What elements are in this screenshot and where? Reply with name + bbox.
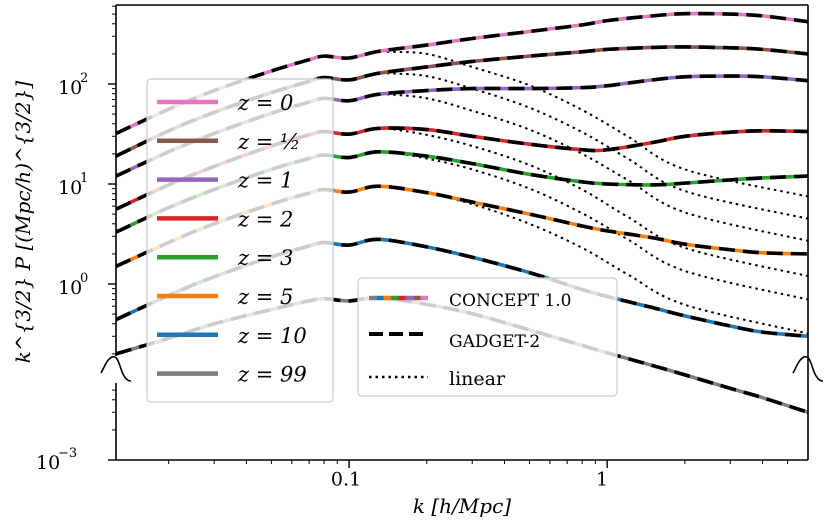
x-tick-label-0.1: 0.1: [331, 469, 361, 491]
gadget-curve-0: [116, 11, 808, 136]
svg-text:−3: −3: [58, 446, 77, 461]
y-tick-label-10-minus3: 10 −3: [36, 446, 77, 474]
legend-concept-label: CONCEPT 1.0: [449, 291, 571, 311]
x-tick-label-1: 1: [596, 469, 608, 491]
linear-curve-0: [386, 50, 808, 198]
gadget-curve-4: [116, 149, 808, 234]
svg-text:10: 10: [58, 77, 82, 99]
gadget-curve-3: [116, 126, 808, 211]
linear-curve-2: [386, 93, 808, 242]
legend-method: CONCEPT 1.0 GADGET-2 linear: [357, 277, 618, 397]
legend-redshift: z = 0 z = ½ z = 1 z = 2 z = 3 z = 5 z = 10 z = …: [146, 78, 334, 403]
legend-label-1: z = ½: [237, 130, 300, 154]
axes-frame: [115, 4, 809, 461]
axis-break-right: [792, 355, 824, 382]
legend-label-0: z = 0: [237, 91, 293, 115]
linear-curve-1: [386, 72, 808, 220]
gadget-curve-1: [116, 45, 808, 158]
svg-text:10: 10: [58, 177, 82, 199]
linear-curve-4: [386, 150, 808, 301]
ticks-layer: [108, 5, 789, 468]
svg-text:10: 10: [36, 452, 60, 474]
legend-redshift-items: z = 0 z = ½ z = 1 z = 2 z = 3 z = 5 z = 10 z = …: [157, 91, 307, 387]
svg-text:10: 10: [58, 277, 82, 299]
legend-label-5: z = 5: [237, 285, 293, 309]
legend-linear-label: linear: [449, 368, 506, 390]
legend-label-4: z = 3: [237, 246, 293, 270]
gadget-curve-5: [116, 184, 808, 269]
legend-label-2: z = 1: [237, 169, 293, 193]
legend-gadget-label: GADGET-2: [449, 332, 540, 352]
legend-label-6: z = 10: [237, 324, 307, 348]
legend-redshift-box: [146, 78, 334, 403]
y-tick-label-10-0: 10 0: [58, 271, 88, 299]
linear-curve-3: [386, 127, 808, 278]
svg-text:0: 0: [80, 271, 88, 286]
svg-text:1: 1: [80, 171, 88, 186]
gadget-curve-6: [116, 237, 808, 339]
y-tick-label-10-1: 10 1: [58, 171, 88, 199]
legend-label-7: z = 99: [237, 363, 307, 387]
axis-break-left: [100, 355, 132, 382]
x-axis-label: k [h/Mpc]: [413, 494, 511, 518]
legend-label-3: z = 2: [237, 207, 293, 231]
y-axis-label: k^{3/2} P [(Mpc/h)^{3/2}]: [11, 81, 35, 364]
gadget-curve-2: [116, 74, 808, 178]
legend-method-box: [357, 277, 618, 397]
svg-text:2: 2: [80, 71, 88, 86]
linear-curve-5: [386, 185, 808, 335]
y-tick-label-10-2: 10 2: [58, 71, 88, 99]
